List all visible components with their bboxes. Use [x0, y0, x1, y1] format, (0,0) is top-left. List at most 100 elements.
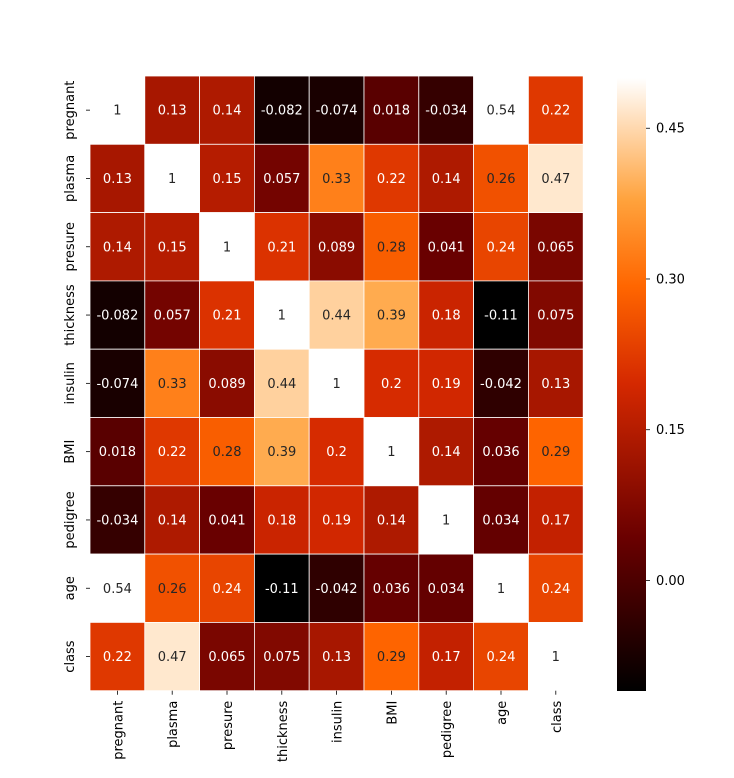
- cell-annotation: 0.26: [487, 172, 516, 187]
- cell-annotation: 1: [387, 445, 395, 460]
- x-tick-label: age: [495, 701, 510, 725]
- heatmap-cell: [528, 280, 584, 350]
- cell-annotation: -0.034: [425, 104, 467, 119]
- heatmap-cell: [89, 212, 146, 282]
- heatmap-cell: [89, 622, 146, 692]
- cell-annotation: 0.089: [208, 377, 245, 392]
- cell-annotation: 0.24: [213, 582, 242, 597]
- heatmap-cell: [89, 75, 146, 145]
- cell-annotation: 1: [497, 582, 505, 597]
- cell-annotation: 0.15: [213, 172, 242, 187]
- x-tick-label: class: [550, 700, 565, 732]
- cell-annotation: 0.065: [537, 240, 574, 255]
- cell-annotation: 0.14: [103, 240, 132, 255]
- heatmap-cell: [89, 553, 146, 623]
- x-tick-label: insulin: [331, 701, 346, 743]
- colorbar-tick-label: 0.15: [656, 423, 685, 438]
- colorbar-tick-label: 0.30: [656, 272, 685, 287]
- x-tick-label: presure: [221, 701, 236, 750]
- heatmap-cell: [308, 143, 365, 214]
- heatmap-cell: [363, 417, 420, 487]
- heatmap-cells: [89, 75, 584, 692]
- cell-annotation: 0.54: [487, 104, 516, 119]
- heatmap-cell: [528, 348, 584, 418]
- x-tick-label: pedigree: [440, 701, 455, 758]
- heatmap-cell: [308, 485, 365, 555]
- cell-annotation: 0.22: [103, 650, 132, 665]
- heatmap-cell: [89, 485, 146, 555]
- cell-annotation: 0.14: [377, 513, 406, 528]
- cell-annotation: 0.54: [103, 582, 132, 597]
- heatmap-cell: [144, 417, 201, 487]
- heatmap-cell: [473, 417, 529, 487]
- heatmap-cell: [253, 143, 310, 214]
- heatmap-cell: [144, 212, 201, 282]
- cell-annotation: -0.082: [96, 309, 138, 324]
- cell-annotation: 0.13: [322, 650, 351, 665]
- cell-annotation: 0.17: [541, 513, 570, 528]
- cell-annotation: 0.39: [267, 445, 296, 460]
- cell-annotation: 0.13: [158, 104, 187, 119]
- heatmap-cell: [473, 143, 529, 214]
- cell-annotation: 0.28: [377, 240, 406, 255]
- heatmap-cell: [418, 485, 474, 555]
- heatmap-cell: [308, 75, 365, 145]
- y-tick-label: thickness: [63, 284, 78, 346]
- colorbar-gradient: [617, 78, 646, 691]
- cell-annotation: 0.041: [208, 513, 245, 528]
- heatmap-cell: [199, 622, 255, 692]
- cell-annotation: 0.47: [158, 650, 187, 665]
- cell-annotation: 0.24: [487, 650, 516, 665]
- cell-annotation: 0.14: [432, 445, 461, 460]
- heatmap-cell: [144, 485, 201, 555]
- cell-annotation: -0.082: [261, 104, 303, 119]
- cell-annotation: 1: [113, 104, 121, 119]
- heatmap-cell: [363, 553, 420, 623]
- cell-annotation: 1: [442, 513, 450, 528]
- heatmap-cell: [528, 212, 584, 282]
- heatmap-cell: [363, 75, 420, 145]
- cell-annotation: 0.13: [541, 377, 570, 392]
- heatmap-cell: [363, 348, 420, 418]
- cell-annotation: 0.075: [537, 309, 574, 324]
- cell-annotation: 0.33: [158, 377, 187, 392]
- cell-annotation: 0.47: [541, 172, 570, 187]
- cell-annotation: 1: [332, 377, 340, 392]
- cell-annotation: 0.22: [377, 172, 406, 187]
- colorbar-tick-label: 0.45: [656, 122, 685, 137]
- cell-annotation: 1: [168, 172, 176, 187]
- heatmap-cell: [253, 417, 310, 487]
- cell-annotation: 0.24: [541, 582, 570, 597]
- cell-annotation: 0.2: [326, 445, 347, 460]
- cell-annotation: 0.19: [432, 377, 461, 392]
- heatmap-cell: [528, 622, 584, 692]
- heatmap-cell: [473, 280, 529, 350]
- cell-annotation: 0.075: [263, 650, 300, 665]
- heatmap-cell: [144, 622, 201, 692]
- colorbar: 0.00 0.15 0.30 0.45: [617, 78, 685, 691]
- cell-annotation: 0.29: [377, 650, 406, 665]
- cell-annotation: 0.17: [432, 650, 461, 665]
- heatmap-cell: [199, 143, 255, 214]
- heatmap-cell: [144, 280, 201, 350]
- heatmap-cell: [144, 75, 201, 145]
- cell-annotation: -0.042: [316, 582, 358, 597]
- heatmap-cell: [89, 143, 146, 214]
- cell-annotations: 1 0.13 0.14 -0.082 -0.074 0.018 -0.034 0.54 0.22…: [96, 104, 574, 665]
- colorbar-tick-label: 0.00: [656, 574, 685, 589]
- y-tick-label: pedigree: [63, 491, 78, 548]
- heatmap-cell: [418, 348, 474, 418]
- cell-annotation: 0.2: [381, 377, 402, 392]
- y-tick-label: insulin: [63, 362, 78, 404]
- cell-annotation: 0.034: [482, 513, 519, 528]
- cell-annotation: 0.39: [377, 309, 406, 324]
- heatmap-cell: [418, 553, 474, 623]
- heatmap-cell: [308, 553, 365, 623]
- cell-annotation: 0.036: [373, 582, 410, 597]
- cell-annotation: 0.14: [158, 513, 187, 528]
- heatmap-cell: [418, 143, 474, 214]
- cell-annotation: 0.065: [208, 650, 245, 665]
- x-axis-tick-labels: pregnant plasma presure thickness insulin BMI…: [111, 690, 565, 762]
- heatmap-cell: [308, 417, 365, 487]
